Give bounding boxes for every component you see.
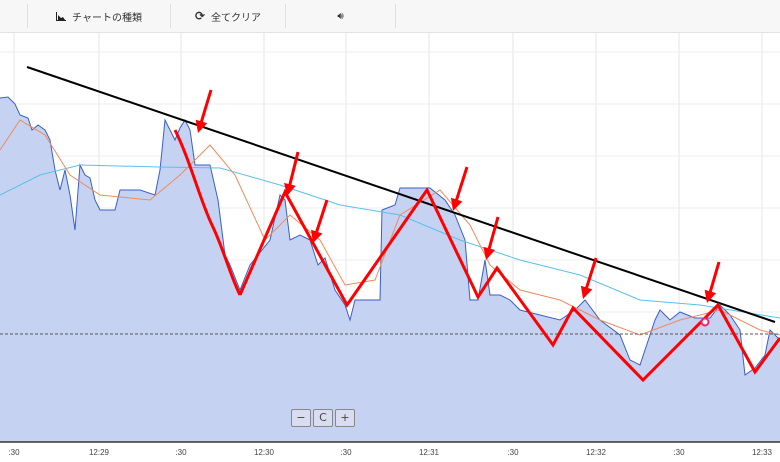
arrow-head bbox=[284, 182, 296, 196]
arrow-annotation bbox=[486, 216, 500, 252]
arrow-head bbox=[580, 285, 593, 299]
x-tick-label: :30 bbox=[175, 448, 187, 457]
x-tick-label: :30 bbox=[673, 448, 685, 457]
x-tick-label: 12:30 bbox=[254, 448, 275, 457]
speaker-icon: 🔊︎ bbox=[337, 10, 344, 22]
x-tick-label: 12:32 bbox=[586, 448, 607, 457]
moving-average-fast bbox=[0, 119, 780, 336]
x-tick-label: 12:31 bbox=[419, 448, 440, 457]
toolbar: チャートの種類 ⟳ 全てクリア 🔊︎ bbox=[0, 0, 780, 33]
arrow-annotation bbox=[314, 199, 329, 235]
arrow-annotation bbox=[454, 166, 469, 203]
arrow-head bbox=[195, 119, 208, 133]
arrow-annotation bbox=[287, 151, 300, 188]
moving-average-slow bbox=[0, 164, 780, 319]
x-axis-band bbox=[0, 443, 780, 462]
area-chart-icon bbox=[56, 11, 67, 21]
x-axis-labels: :30 12:29 :30 12:30 :30 12:31 :30 12:32 :30 12:33 bbox=[8, 448, 772, 457]
arrow-head bbox=[311, 229, 323, 243]
current-price-marker bbox=[700, 317, 710, 327]
reset-zoom-button[interactable]: C bbox=[313, 409, 333, 427]
arrow-annotation bbox=[199, 89, 213, 125]
divider bbox=[170, 4, 171, 28]
refresh-icon: ⟳ bbox=[194, 9, 206, 23]
clear-all-button[interactable]: ⟳ 全てクリア bbox=[171, 0, 285, 32]
sound-button[interactable]: 🔊︎ bbox=[286, 0, 395, 32]
annotations bbox=[173, 89, 780, 383]
price-line bbox=[0, 96, 780, 376]
arrow-head bbox=[483, 246, 496, 260]
divider bbox=[27, 4, 28, 28]
arrow-annotation bbox=[584, 257, 598, 292]
x-tick-label: 12:29 bbox=[89, 448, 110, 457]
price-chart[interactable]: :30 12:29 :30 12:30 :30 12:31 :30 12:32 :30 12:33 bbox=[0, 32, 780, 462]
clear-all-label: 全てクリア bbox=[211, 12, 262, 24]
chart-type-label: チャートの種類 bbox=[72, 12, 142, 24]
divider bbox=[285, 4, 286, 28]
zoom-controls: − C + bbox=[291, 409, 355, 427]
arrow-annotation bbox=[707, 261, 721, 296]
x-tick-label: :30 bbox=[507, 448, 519, 457]
curve-annotation bbox=[173, 129, 242, 296]
arrow-head bbox=[704, 289, 717, 303]
x-tick-label: :30 bbox=[340, 448, 352, 457]
zoom-in-button[interactable]: + bbox=[335, 409, 355, 427]
price-area bbox=[0, 97, 780, 442]
divider bbox=[395, 4, 396, 28]
x-tick-label: 12:33 bbox=[752, 448, 773, 457]
chart-type-button[interactable]: チャートの種類 bbox=[28, 0, 170, 32]
x-tick-label: :30 bbox=[8, 448, 20, 457]
trendline[interactable] bbox=[26, 66, 776, 323]
arrow-head bbox=[450, 197, 463, 211]
zigzag-annotation bbox=[238, 187, 780, 383]
zoom-out-button[interactable]: − bbox=[291, 409, 311, 427]
